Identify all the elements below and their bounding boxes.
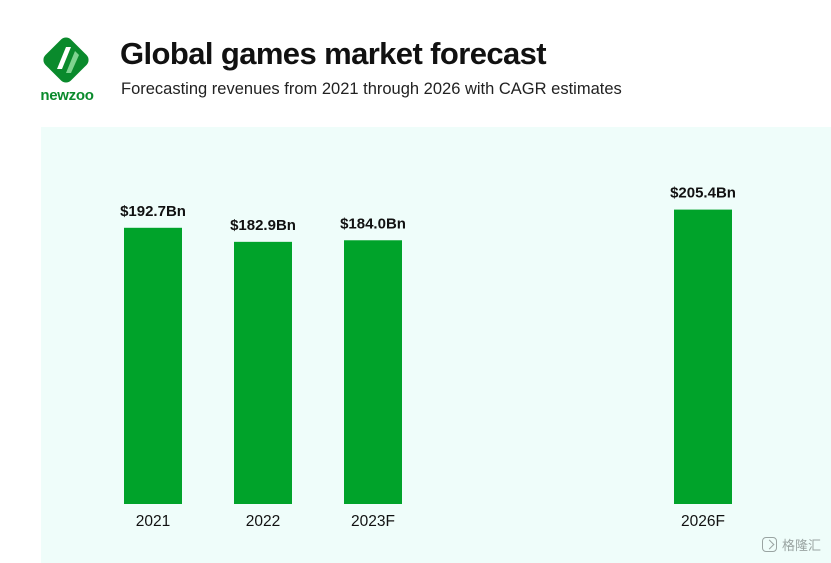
x-tick-label-2021: 2021	[136, 513, 170, 530]
watermark-text: 格隆汇	[781, 538, 821, 553]
data-label-2021: $192.7Bn	[120, 203, 186, 220]
x-tick-label-2023F: 2023F	[351, 513, 395, 530]
data-label-2026F: $205.4Bn	[670, 185, 736, 202]
page-subtitle: Forecasting revenues from 2021 through 2…	[121, 80, 622, 98]
bar-chart: $192.7Bn 2021 $182.9Bn 2022 $184.0Bn 2023F $20…	[120, 185, 736, 530]
page-title: Global games market forecast	[120, 36, 547, 71]
gelonghui-icon	[761, 537, 777, 552]
chart-panel: $192.7Bn 2021 $182.9Bn 2022 $184.0Bn 2023F $20…	[41, 127, 831, 563]
brand-name: newzoo	[40, 87, 94, 104]
bar-2026F	[674, 209, 732, 504]
bar-2021	[124, 227, 182, 504]
watermark: 格隆汇	[761, 535, 821, 554]
data-label-2022: $182.9Bn	[230, 217, 296, 234]
data-label-2023F: $184.0Bn	[340, 215, 406, 232]
x-tick-label-2022: 2022	[246, 513, 280, 530]
bar-2023F	[344, 240, 402, 504]
newzoo-logo-icon	[43, 37, 89, 83]
x-tick-label-2026F: 2026F	[681, 513, 725, 530]
bar-2022	[234, 241, 292, 504]
newzoo-logo: newzoo	[34, 34, 100, 108]
